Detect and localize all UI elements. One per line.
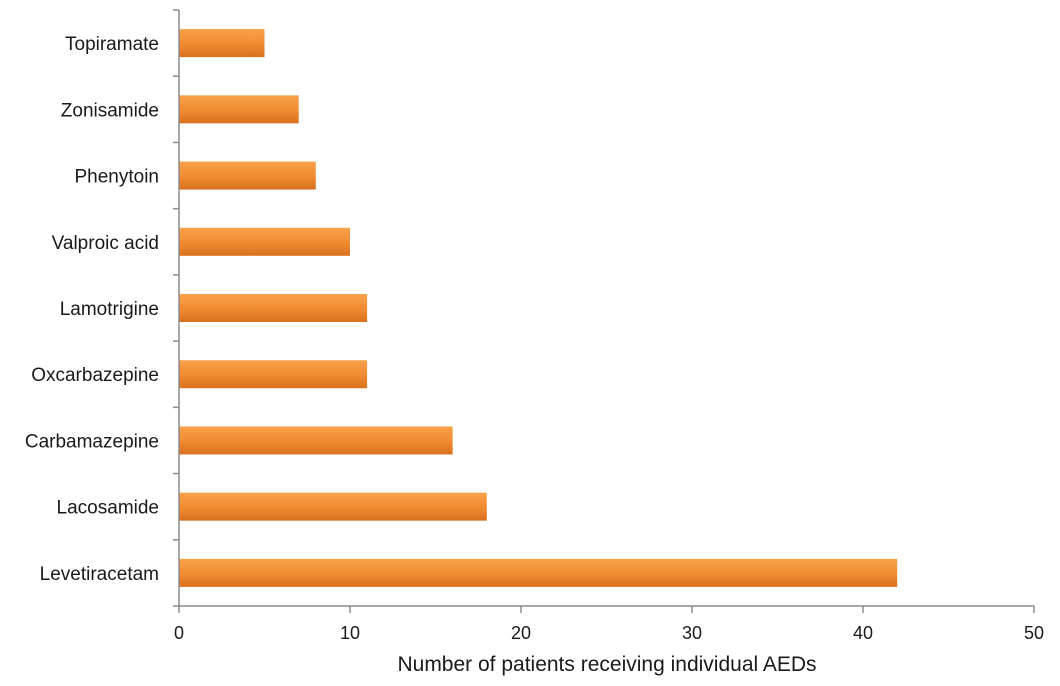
bar-lamotrigine — [179, 294, 368, 322]
x-tick-label-30: 30 — [682, 623, 702, 643]
bar-carbamazepine — [179, 426, 453, 455]
x-tick-label-40: 40 — [853, 623, 873, 643]
category-label-lamotrigine: Lamotrigine — [60, 299, 159, 320]
category-label-zonisamide: Zonisamide — [61, 100, 159, 121]
category-label-levetiracetam: Levetiracetam — [40, 564, 159, 585]
category-label-carbamazepine: Carbamazepine — [25, 431, 159, 452]
bar-oxcarbazepine — [179, 360, 368, 389]
x-axis-title: Number of patients receiving individual … — [397, 653, 816, 676]
x-tick-label-0: 0 — [174, 623, 184, 643]
category-label-lacosamide: Lacosamide — [57, 498, 159, 519]
axes-group — [173, 9, 1035, 613]
bar-topiramate — [179, 29, 265, 58]
x-tick-label-10: 10 — [340, 623, 360, 643]
bar-lacosamide — [179, 492, 487, 521]
bars-group — [179, 29, 898, 587]
category-label-topiramate: Topiramate — [65, 34, 159, 55]
category-label-phenytoin: Phenytoin — [74, 167, 159, 188]
x-tick-label-50: 50 — [1024, 623, 1044, 643]
x-tick-label-20: 20 — [511, 623, 531, 643]
bar-levetiracetam — [179, 558, 898, 587]
bar-valproic-acid — [179, 227, 350, 256]
bar-zonisamide — [179, 95, 299, 124]
category-label-oxcarbazepine: Oxcarbazepine — [31, 365, 159, 386]
labels-group: Topiramate Zonisamide Phenytoin Valproic ac… — [25, 34, 1044, 643]
category-label-valproic-acid: Valproic acid — [52, 233, 159, 254]
bar-phenytoin — [179, 161, 316, 190]
